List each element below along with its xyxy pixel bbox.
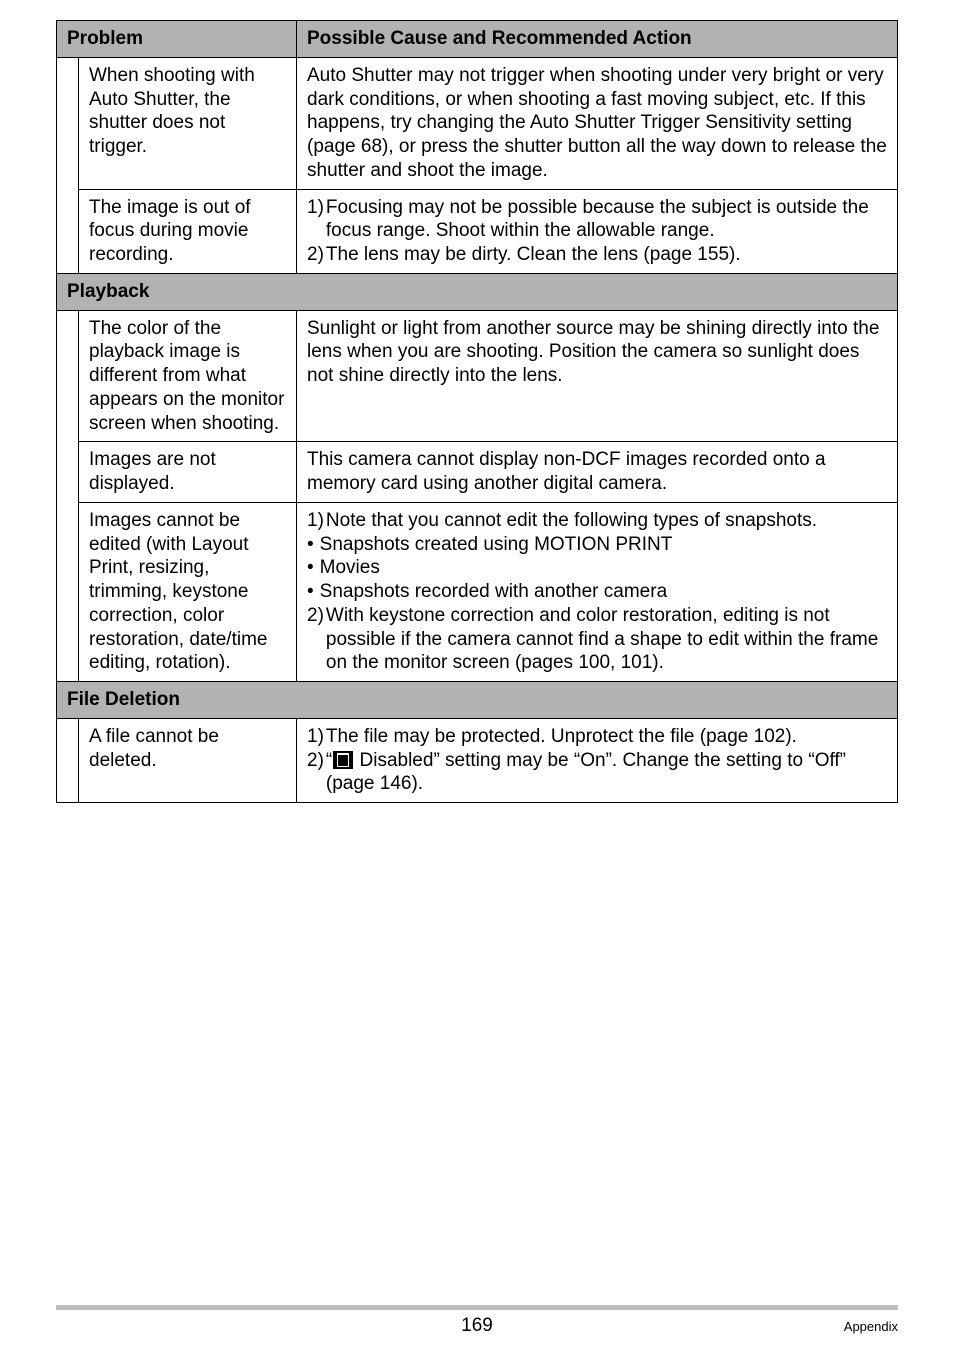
troubleshooting-table: Problem Possible Cause and Recommended A…: [56, 20, 898, 803]
action-cell: 1)Note that you cannot edit the followin…: [297, 502, 898, 681]
list-number: 1): [307, 725, 326, 749]
table-row: Images cannot be edited (with Layout Pri…: [57, 502, 898, 681]
section-header: File Deletion: [57, 682, 898, 719]
page-footer: 169 Appendix: [0, 1305, 954, 1333]
col-header-action: Possible Cause and Recommended Action: [297, 21, 898, 58]
action-cell: Sunlight or light from another source ma…: [297, 310, 898, 442]
problem-cell: The image is out of focus during movie r…: [79, 189, 297, 273]
row-spacer: [57, 442, 79, 503]
section-row-playback: Playback: [57, 273, 898, 310]
quote-open: “: [326, 750, 332, 771]
table-row: When shooting with Auto Shutter, the shu…: [57, 57, 898, 189]
problem-cell: A file cannot be deleted.: [79, 718, 297, 802]
action-cell: 1)The file may be protected. Unprotect t…: [297, 718, 898, 802]
action-cell: This camera cannot display non-DCF image…: [297, 442, 898, 503]
section-header: Playback: [57, 273, 898, 310]
table-row: The color of the playback image is diffe…: [57, 310, 898, 442]
bullet: •: [307, 580, 320, 604]
problem-cell: Images cannot be edited (with Layout Pri…: [79, 502, 297, 681]
list-text: The file may be protected. Unprotect the…: [326, 725, 887, 749]
trash-icon: [333, 751, 353, 769]
problem-cell: The color of the playback image is diffe…: [79, 310, 297, 442]
bullet: •: [307, 556, 320, 580]
table-row: Images are not displayed. This camera ca…: [57, 442, 898, 503]
list-text: Note that you cannot edit the following …: [326, 509, 817, 533]
footer-section-label: Appendix: [844, 1319, 898, 1334]
action-cell: 1)Focusing may not be possible because t…: [297, 189, 898, 273]
row-spacer: [57, 502, 79, 681]
page-number: 169: [0, 1315, 954, 1337]
row-spacer: [57, 310, 79, 442]
footer-rule: [56, 1305, 898, 1310]
bullet-text: Snapshots recorded with another camera: [320, 580, 673, 604]
action-cell: Auto Shutter may not trigger when shooti…: [297, 57, 898, 189]
list-text: With keystone correction and color resto…: [326, 604, 887, 675]
row-spacer: [57, 718, 79, 802]
bullet-text: Movies: [320, 556, 673, 580]
list-number: 2): [307, 604, 326, 675]
list-text: The lens may be dirty. Clean the lens (p…: [326, 243, 887, 267]
list-number: 2): [307, 749, 326, 797]
list-number: 2): [307, 243, 326, 267]
list-number: 1): [307, 509, 326, 533]
bullet: •: [307, 533, 320, 557]
section-row-file-deletion: File Deletion: [57, 682, 898, 719]
table-row: The image is out of focus during movie r…: [57, 189, 898, 273]
problem-cell: Images are not displayed.: [79, 442, 297, 503]
row-spacer: [57, 189, 79, 273]
bullet-text: Snapshots created using MOTION PRINT: [320, 533, 673, 557]
table-row: A file cannot be deleted. 1)The file may…: [57, 718, 898, 802]
list-text: “ Disabled” setting may be “On”. Change …: [326, 749, 887, 797]
col-header-problem: Problem: [57, 21, 297, 58]
problem-cell: When shooting with Auto Shutter, the shu…: [79, 57, 297, 189]
list-text: Focusing may not be possible because the…: [326, 196, 887, 244]
list-text-after-icon: Disabled” setting may be “On”. Change th…: [326, 750, 846, 795]
table-header-row: Problem Possible Cause and Recommended A…: [57, 21, 898, 58]
row-spacer: [57, 57, 79, 189]
list-number: 1): [307, 196, 326, 244]
